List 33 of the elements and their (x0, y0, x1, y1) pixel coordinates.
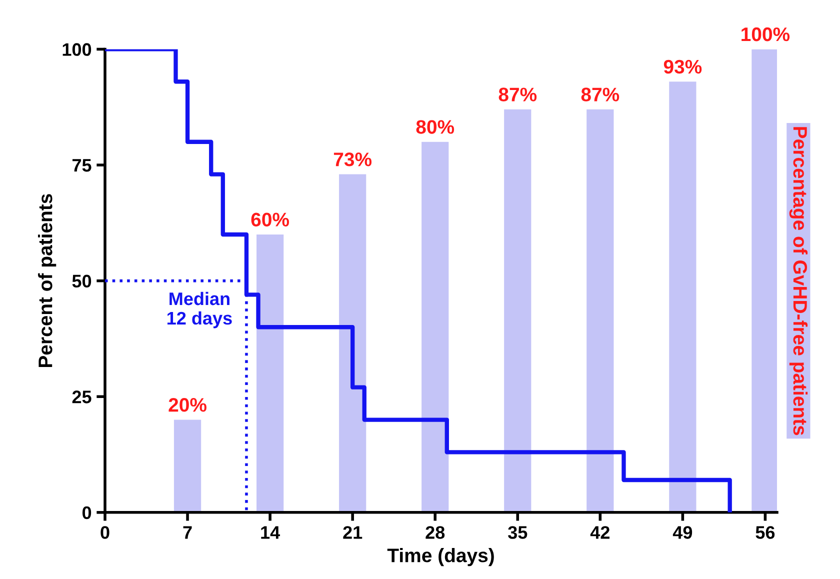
data-label: 100% (742, 27, 790, 42)
y-tick-label: 75 (72, 159, 92, 172)
x-tick-label: 35 (508, 526, 528, 539)
x-tick-label: 56 (756, 526, 775, 539)
annotation: Median 12 days (167, 292, 232, 328)
data-label: 87% (498, 88, 537, 102)
bar (339, 174, 366, 512)
bar (669, 82, 696, 512)
bar (256, 234, 284, 512)
x-tick-label: 14 (261, 526, 280, 539)
x-tick-label: 28 (426, 526, 445, 539)
y-tick-label: 0 (82, 506, 92, 520)
data-label: 87% (581, 88, 620, 102)
y-tick-label: 50 (72, 274, 92, 288)
x-tick-label: 0 (100, 526, 110, 539)
data-label: 60% (251, 212, 289, 226)
data-label: 80% (416, 120, 454, 134)
x-tick-label: 42 (590, 526, 610, 539)
data-label: 93% (664, 60, 702, 74)
bar (174, 420, 202, 512)
bar (422, 142, 449, 512)
y2-axis-title: Percentage of GvHD-free patients (789, 127, 808, 436)
data-label: 73% (334, 152, 372, 166)
bar (586, 109, 614, 512)
bar (504, 109, 532, 512)
data-label: 20% (168, 398, 206, 412)
x-tick-label: 7 (183, 526, 192, 539)
x-tick-label: 49 (672, 526, 692, 539)
x-tick-label: 21 (343, 526, 362, 539)
x-axis-title: Time (days) (387, 548, 494, 566)
y-tick-label: 25 (72, 390, 92, 404)
y-tick-label: 100 (62, 43, 92, 56)
y-axis-title: Percent of patients (38, 194, 56, 368)
